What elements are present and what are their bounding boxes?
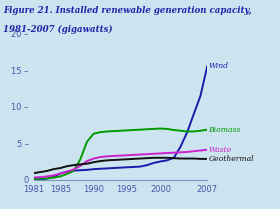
- Text: 1981-2007 (gigawatts): 1981-2007 (gigawatts): [3, 25, 113, 34]
- Text: Biomass: Biomass: [209, 126, 241, 134]
- Text: Figure 21. Installed renewable generation capacity,: Figure 21. Installed renewable generatio…: [3, 6, 251, 15]
- Text: Waste: Waste: [209, 146, 232, 154]
- Text: Wind: Wind: [209, 62, 228, 70]
- Text: Geothermal: Geothermal: [209, 155, 254, 163]
